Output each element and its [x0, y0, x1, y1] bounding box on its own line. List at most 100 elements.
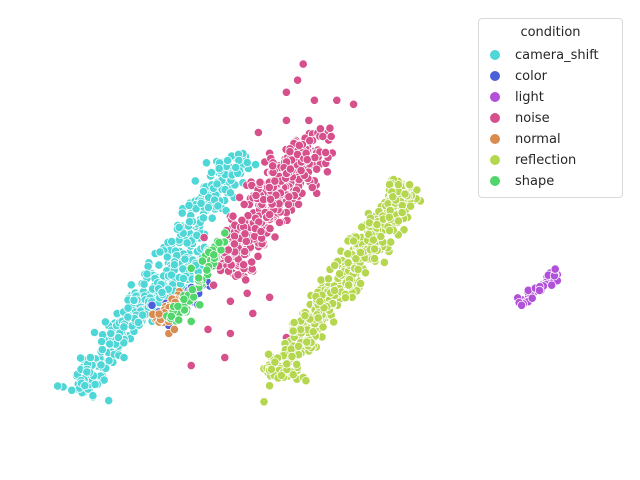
point-camera_shift-496	[180, 254, 190, 264]
point-noise-514	[220, 352, 230, 363]
legend-label-shape: shape	[515, 173, 555, 189]
point-camera_shift-152	[206, 167, 217, 178]
point-camera_shift-368	[139, 279, 149, 289]
point-reflection-464	[282, 359, 292, 369]
point-noise-492	[270, 176, 280, 186]
point-camera_shift-504	[113, 332, 124, 343]
point-reflection-471	[340, 293, 350, 303]
point-reflection-473	[288, 370, 298, 380]
point-reflection-527	[376, 231, 386, 242]
point-reflection-524	[369, 254, 380, 264]
point-noise-489	[310, 153, 320, 163]
point-reflection-395	[412, 185, 422, 195]
point-reflection-465	[364, 218, 374, 228]
point-camera_shift-311	[184, 200, 194, 210]
point-camera_shift-322	[182, 238, 192, 248]
point-camera_shift-308	[167, 237, 177, 247]
point-camera_shift-495	[178, 273, 188, 283]
point-camera_shift-372	[97, 344, 107, 355]
point-reflection-451	[289, 317, 299, 328]
point-camera_shift-324	[198, 186, 209, 197]
point-noise-520	[320, 148, 331, 158]
point-camera_shift-228	[89, 327, 100, 338]
point-reflection-541	[264, 381, 275, 391]
point-noise-508	[253, 127, 263, 138]
point-noise-495	[302, 155, 312, 165]
point-camera_shift-363	[96, 360, 106, 370]
point-noise-517	[264, 292, 275, 302]
point-reflection-341	[318, 322, 328, 332]
point-noise-132	[199, 233, 209, 243]
point-light-50	[527, 293, 537, 303]
point-noise-362	[240, 229, 250, 239]
legend: condition camera_shift color light noise nor…	[478, 18, 623, 198]
point-reflection-265	[343, 249, 353, 259]
point-noise-497	[294, 140, 304, 150]
point-normal-46	[169, 324, 179, 334]
point-reflection-537	[368, 235, 378, 245]
point-noise-490	[285, 164, 295, 174]
point-camera_shift-383	[123, 303, 133, 313]
point-noise-350	[241, 236, 251, 246]
point-camera_shift-312	[223, 155, 233, 166]
point-shape-56	[186, 316, 196, 326]
legend-label-noise: noise	[515, 110, 550, 126]
point-noise-515	[186, 360, 196, 371]
legend-marker-light	[489, 91, 501, 103]
point-camera_shift-506	[225, 188, 235, 198]
point-light-55	[550, 264, 560, 274]
point-noise-408	[256, 226, 266, 237]
point-camera_shift-194	[88, 391, 98, 401]
point-noise-69	[241, 275, 251, 285]
legend-item-reflection: reflection	[489, 150, 576, 170]
point-noise-473	[255, 177, 265, 187]
point-camera_shift-362	[196, 198, 206, 208]
point-noise-501	[281, 87, 291, 97]
point-reflection-358	[334, 269, 345, 279]
point-camera_shift-371	[213, 201, 223, 211]
point-camera_shift-502	[97, 336, 107, 347]
point-noise-418	[239, 260, 249, 270]
point-noise-417	[284, 192, 294, 202]
point-reflection-436	[343, 280, 354, 290]
point-camera_shift-376	[174, 222, 184, 232]
point-reflection-217	[316, 275, 326, 285]
point-noise-363	[274, 217, 285, 228]
point-reflection-357	[330, 260, 340, 270]
legend-item-noise: noise	[489, 108, 550, 128]
point-camera_shift-344	[184, 217, 195, 227]
legend-marker-noise	[489, 112, 501, 124]
point-shape-57	[197, 256, 207, 266]
point-camera_shift-499	[157, 287, 167, 297]
legend-item-camera_shift: camera_shift	[489, 45, 599, 65]
legend-marker-camera_shift	[489, 49, 501, 61]
point-reflection-543	[348, 236, 359, 246]
point-shape-27	[195, 300, 205, 310]
legend-item-color: color	[489, 66, 547, 86]
point-noise-503	[332, 95, 342, 105]
point-reflection-371	[360, 268, 371, 278]
point-reflection-547	[393, 216, 403, 226]
point-noise-518	[248, 308, 258, 318]
point-camera_shift-500	[80, 381, 90, 391]
point-camera_shift-79	[207, 213, 217, 223]
point-reflection-486	[405, 201, 416, 211]
point-camera_shift-261	[53, 381, 63, 391]
point-shape-51	[166, 311, 176, 321]
point-camera_shift-420	[129, 295, 139, 305]
legend-marker-shape	[489, 175, 501, 187]
point-noise-39	[234, 192, 245, 202]
point-noise-372	[322, 167, 332, 177]
point-noise-211	[247, 257, 257, 267]
legend-marker-reflection	[489, 154, 501, 166]
point-reflection-245	[323, 274, 334, 284]
legend-marker-color	[489, 70, 501, 82]
point-noise-506	[281, 115, 291, 126]
point-reflection-386	[263, 349, 274, 359]
point-reflection-479	[353, 264, 363, 274]
legend-label-light: light	[515, 89, 544, 105]
point-reflection-533	[369, 244, 380, 254]
point-light-54	[534, 285, 545, 295]
point-camera_shift-497	[133, 317, 143, 327]
